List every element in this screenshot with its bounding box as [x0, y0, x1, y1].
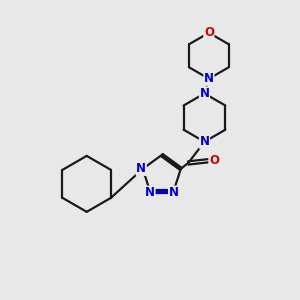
Text: N: N: [169, 186, 178, 199]
Text: N: N: [200, 87, 209, 100]
Text: N: N: [145, 186, 155, 199]
Text: O: O: [204, 26, 214, 39]
Text: N: N: [204, 72, 214, 85]
Text: O: O: [209, 154, 219, 167]
Text: N: N: [200, 135, 209, 148]
Text: N: N: [136, 162, 146, 175]
